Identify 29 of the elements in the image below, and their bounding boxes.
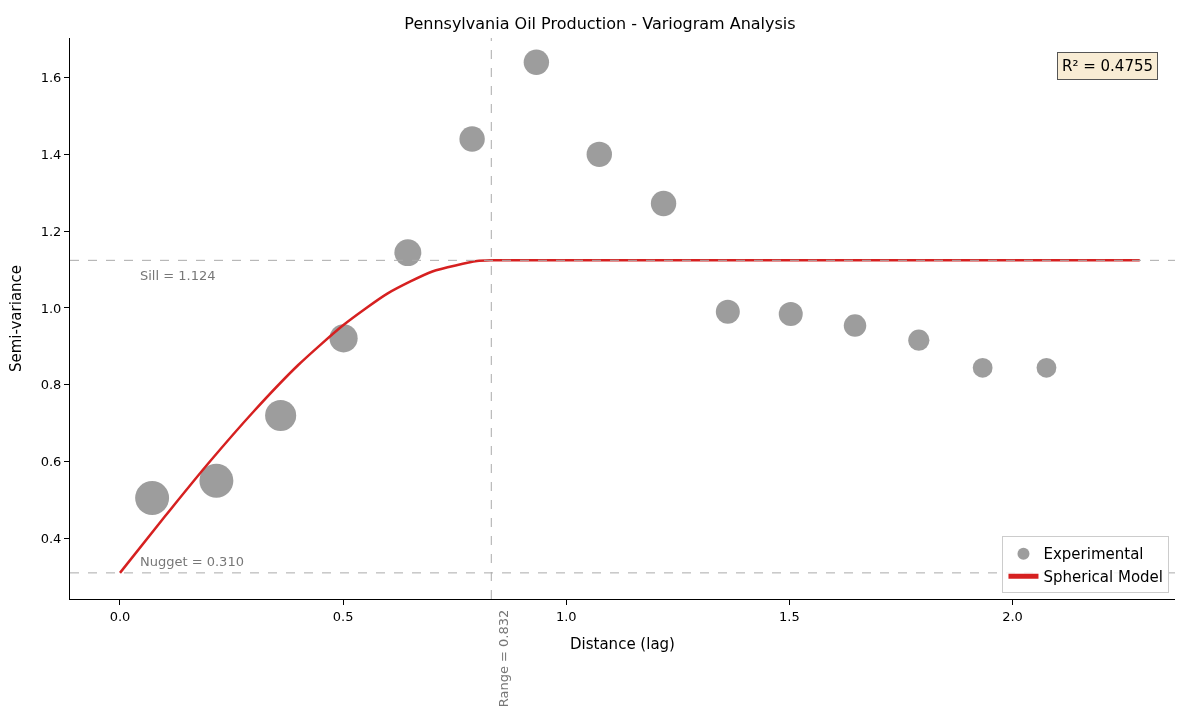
x-tick-label: 0.0 — [109, 608, 131, 624]
x-tick-label: 1.0 — [555, 608, 577, 624]
ref-line-label: Nugget = 0.310 — [140, 554, 244, 569]
x-tick-label: 0.5 — [332, 608, 354, 624]
y-tick-label: 0.4 — [40, 530, 62, 546]
y-axis-title: Semi-variance — [6, 264, 25, 373]
y-tick-label: 0.8 — [40, 377, 62, 393]
y-tick-label: 1.6 — [40, 70, 62, 86]
x-tick-label: 2.0 — [1002, 608, 1023, 624]
annotation: R² = 0.4755 — [1062, 57, 1154, 75]
y-tick-label: 1.4 — [40, 146, 62, 162]
point — [459, 126, 485, 152]
ref-line-label: Range = 0.832 — [496, 609, 512, 708]
legend-label: Experimental — [1043, 545, 1144, 564]
point — [523, 49, 550, 75]
y-tick-label: 1.2 — [40, 223, 62, 239]
point — [715, 299, 740, 324]
x-tick-label: 1.5 — [779, 608, 800, 624]
y-tick-label: 0.6 — [40, 454, 62, 470]
chart-title: Pennsylvania Oil Production - Variogram Analysis — [404, 14, 796, 34]
point — [778, 302, 803, 327]
ref-line-label: Sill = 1.124 — [140, 268, 216, 283]
point — [394, 239, 422, 267]
point — [650, 190, 677, 217]
point — [586, 141, 612, 168]
legend-label: Spherical Model — [1043, 567, 1164, 586]
x-axis-title: Distance (lag) — [570, 634, 675, 653]
point — [843, 314, 867, 337]
y-tick-label: 1.0 — [40, 300, 62, 316]
